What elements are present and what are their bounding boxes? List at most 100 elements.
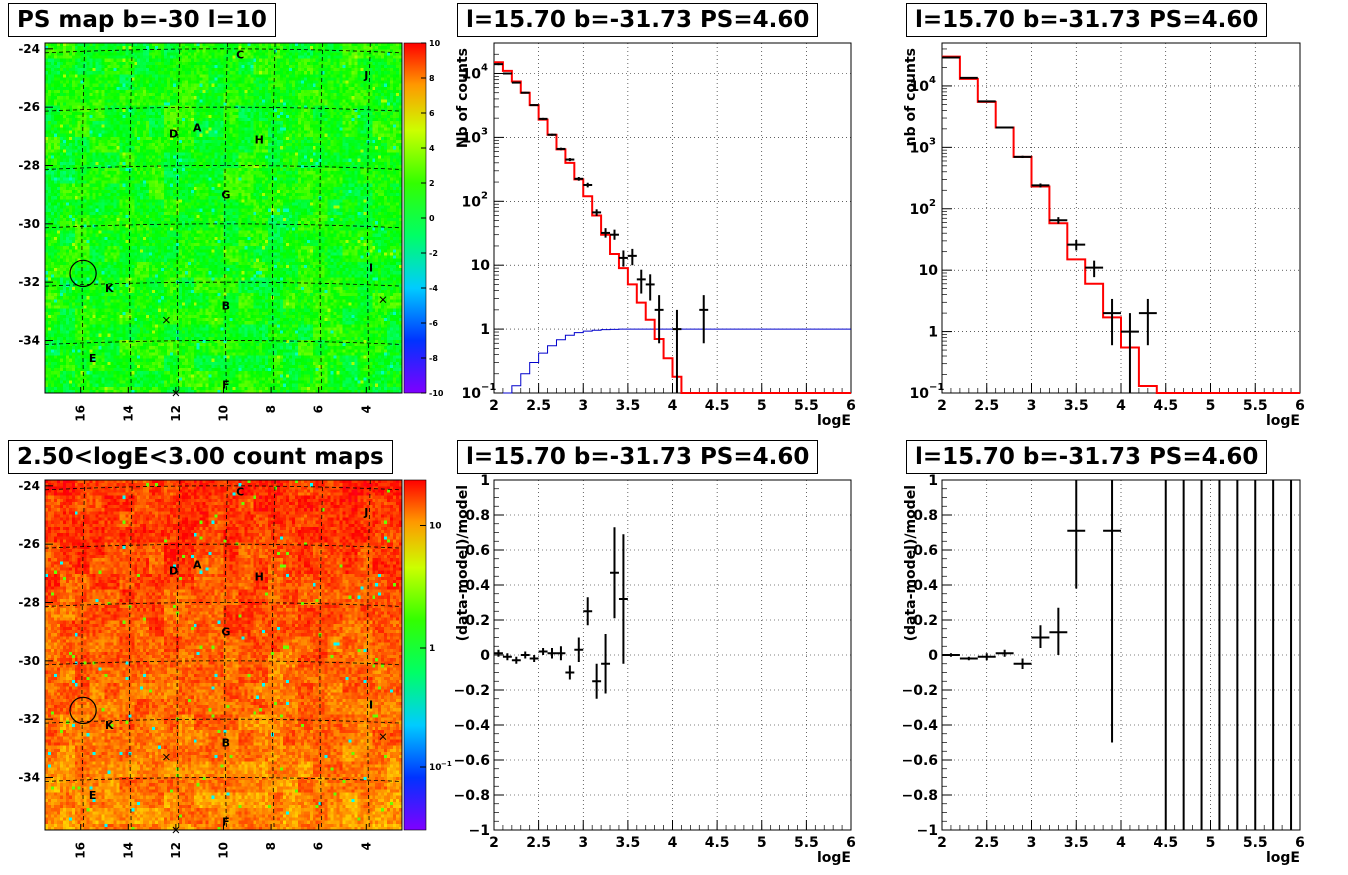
graticule-parallel bbox=[44, 777, 403, 782]
data-point bbox=[977, 653, 996, 661]
x-tick-label: 6 bbox=[1295, 835, 1305, 851]
x-tick-label: 3.5 bbox=[615, 398, 640, 414]
selected-source-circle bbox=[69, 696, 97, 725]
heatmap-cells bbox=[45, 480, 402, 830]
colorbar-tick-label: -6 bbox=[429, 319, 438, 328]
x-tick-label: 16 bbox=[74, 842, 88, 859]
x-tick-label: 4.5 bbox=[1153, 835, 1178, 851]
map-frame bbox=[44, 479, 403, 831]
colorbar-tick-label: 10 bbox=[429, 763, 442, 773]
y-tick-label: -24 bbox=[18, 42, 40, 56]
graticule-meridian bbox=[176, 42, 181, 394]
y-tick-label: -26 bbox=[18, 537, 40, 551]
y-tick-exponent: 4 bbox=[929, 75, 936, 86]
data-point bbox=[1013, 155, 1032, 159]
x-tick-label: 4 bbox=[359, 842, 373, 850]
y-tick-label: -34 bbox=[18, 771, 40, 785]
data-point bbox=[959, 656, 978, 661]
x-tick-label: 10 bbox=[217, 842, 231, 859]
x-tick-label: 2.5 bbox=[526, 835, 551, 851]
graticule-meridian bbox=[271, 42, 276, 394]
y-tick-label: 0.4 bbox=[465, 578, 490, 594]
colorbar bbox=[403, 479, 427, 831]
source-label: C bbox=[236, 49, 244, 62]
x-tick-label: 14 bbox=[121, 405, 135, 422]
source-label: H bbox=[255, 133, 264, 146]
y-axis-label: (data-model)/model bbox=[455, 485, 471, 641]
y-tick-label: 1 bbox=[928, 473, 938, 489]
graticule-meridian bbox=[224, 42, 228, 394]
y-tick-label: 0.6 bbox=[465, 543, 490, 559]
x-tick-label: 5.5 bbox=[794, 835, 819, 851]
colorbar-tick-label: 8 bbox=[429, 74, 435, 83]
y-tick-exponent: 2 bbox=[929, 198, 936, 209]
x-tick-label: 2.5 bbox=[974, 835, 999, 851]
graticule-meridian bbox=[367, 479, 371, 831]
y-tick-exponent: 4 bbox=[481, 62, 488, 73]
chart-title-count-map: 2.50<logE<3.00 count maps bbox=[8, 440, 393, 474]
x-tick-label: 4 bbox=[668, 835, 678, 851]
source-label: D bbox=[169, 564, 178, 577]
x-axis-label: logE bbox=[1266, 413, 1300, 429]
source-label: K bbox=[105, 282, 114, 295]
source-label: A bbox=[193, 559, 202, 572]
data-point bbox=[520, 651, 530, 659]
data-point bbox=[592, 209, 602, 216]
graticule-meridian bbox=[367, 42, 371, 394]
x-tick-label: 4.5 bbox=[705, 398, 730, 414]
y-tick-label: −0.6 bbox=[453, 753, 490, 769]
source-label: C bbox=[236, 486, 244, 499]
data-point bbox=[942, 56, 960, 59]
x-axis-label: logE bbox=[817, 850, 851, 866]
y-tick-label: 0.8 bbox=[913, 508, 938, 524]
chart-title-residual-a: l=15.70 b=-31.73 PS=4.60 bbox=[457, 440, 819, 474]
y-tick-label: 1 bbox=[480, 322, 490, 338]
y-tick-label: -30 bbox=[18, 217, 40, 231]
background-model-histogram bbox=[502, 328, 851, 394]
y-tick-label: -30 bbox=[18, 654, 40, 668]
chart-title-spectrum-b: l=15.70 b=-31.73 PS=4.60 bbox=[906, 3, 1268, 37]
y-tick-label: 10 bbox=[910, 140, 930, 156]
y-tick-label: 0.8 bbox=[465, 508, 490, 524]
y-tick-label: 10 bbox=[462, 130, 482, 146]
data-point bbox=[538, 117, 548, 120]
data-point bbox=[583, 597, 593, 626]
data-point bbox=[977, 100, 996, 103]
chart-title-ps-map: PS map b=-30 l=10 bbox=[8, 3, 276, 37]
y-tick-label: 0.2 bbox=[465, 613, 490, 629]
source-cross-marker bbox=[172, 389, 180, 397]
x-axis-label: logE bbox=[1266, 850, 1300, 866]
data-point bbox=[494, 649, 503, 657]
y-tick-label: -32 bbox=[18, 712, 40, 726]
data-point bbox=[995, 126, 1014, 129]
y-tick-label: 1 bbox=[928, 325, 938, 341]
source-cross-marker bbox=[163, 753, 170, 761]
y-tick-label: 0.6 bbox=[913, 543, 938, 559]
y-tick-label: 1 bbox=[480, 473, 490, 489]
y-tick-label: −1 bbox=[469, 823, 490, 839]
graticule-meridian bbox=[129, 42, 133, 394]
y-tick-label: 10 bbox=[471, 258, 491, 274]
colorbar-tick-label: 2 bbox=[429, 179, 435, 188]
source-label: I bbox=[369, 699, 373, 712]
y-tick-label: 10 bbox=[462, 386, 482, 402]
data-point bbox=[1049, 217, 1068, 224]
x-tick-label: 2 bbox=[489, 835, 499, 851]
graticule-parallel bbox=[44, 165, 403, 170]
source-label: J bbox=[363, 506, 368, 519]
y-tick-label: -34 bbox=[18, 334, 40, 348]
data-point bbox=[529, 104, 539, 107]
data-point bbox=[565, 665, 575, 680]
y-tick-label: -32 bbox=[18, 275, 40, 289]
x-tick-label: 10 bbox=[217, 405, 231, 422]
data-point bbox=[618, 250, 628, 267]
data-point bbox=[574, 637, 584, 662]
colorbar-tick-label: -4 bbox=[429, 284, 438, 293]
data-point bbox=[959, 76, 978, 79]
graticule-parallel bbox=[44, 281, 403, 287]
y-tick-label: −1 bbox=[917, 823, 938, 839]
data-point bbox=[1067, 239, 1086, 251]
x-tick-label: 4 bbox=[668, 398, 678, 414]
y-tick-label: −0.2 bbox=[901, 683, 938, 699]
data-point bbox=[556, 147, 566, 151]
